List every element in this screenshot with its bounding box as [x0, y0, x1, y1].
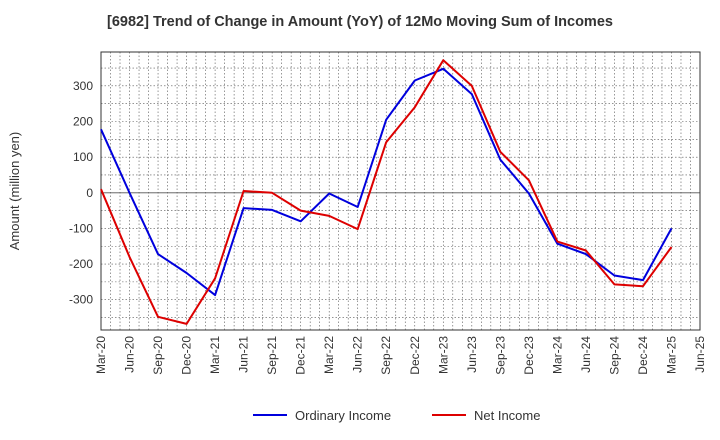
y-axis-tick-labels: 300 200 100 0 -100 -200 -300: [69, 79, 93, 307]
x-tick-label: Sep-21: [265, 336, 279, 375]
y-tick-label: -300: [69, 293, 93, 307]
x-tick-label: Jun-24: [579, 336, 593, 373]
x-tick-label: Sep-20: [151, 336, 165, 375]
x-axis-tick-labels: Mar-20 Jun-20 Sep-20 Dec-20 Mar-21 Jun-21 Sep-…: [94, 336, 707, 375]
y-tick-label: -200: [69, 257, 93, 271]
y-tick-label: 0: [86, 186, 93, 200]
x-tick-label: Jun-21: [237, 336, 251, 373]
x-tick-label: Mar-20: [94, 336, 108, 374]
x-tick-label: Sep-22: [379, 336, 393, 375]
y-tick-label: 100: [73, 150, 93, 164]
series-line-net-income: [100, 59, 673, 325]
series-layer: [100, 59, 673, 325]
y-tick-label: -100: [69, 221, 93, 235]
y-axis-title: Amount (million yen): [7, 132, 22, 251]
legend-label: Net Income: [474, 408, 540, 423]
chart-title: [6982] Trend of Change in Amount (YoY) o…: [107, 14, 613, 30]
x-tick-label: Jun-25: [693, 336, 707, 373]
x-tick-label: Mar-25: [664, 336, 678, 374]
x-tick-label: Dec-22: [408, 336, 422, 375]
x-tick-label: Dec-24: [636, 336, 650, 375]
y-tick-label: 200: [73, 115, 93, 129]
series-line-ordinary-income: [100, 67, 673, 297]
legend-label: Ordinary Income: [295, 408, 391, 423]
x-tick-label: Dec-20: [180, 336, 194, 375]
x-tick-label: Dec-23: [522, 336, 536, 375]
x-tick-label: Sep-24: [607, 336, 621, 375]
x-tick-label: Dec-21: [294, 336, 308, 375]
x-tick-label: Jun-20: [123, 336, 137, 373]
grid-layer: [100, 52, 701, 330]
x-tick-label: Mar-23: [436, 336, 450, 374]
y-tick-label: 300: [73, 79, 93, 93]
x-tick-label: Jun-22: [351, 336, 365, 373]
plot-area-frame: [100, 51, 701, 331]
legend: Ordinary Income Net Income: [253, 408, 540, 423]
x-tick-label: Jun-23: [465, 336, 479, 373]
x-tick-label: Mar-21: [208, 336, 222, 374]
x-tick-label: Mar-22: [322, 336, 336, 374]
x-tick-label: Mar-24: [550, 336, 564, 374]
x-tick-label: Sep-23: [493, 336, 507, 375]
